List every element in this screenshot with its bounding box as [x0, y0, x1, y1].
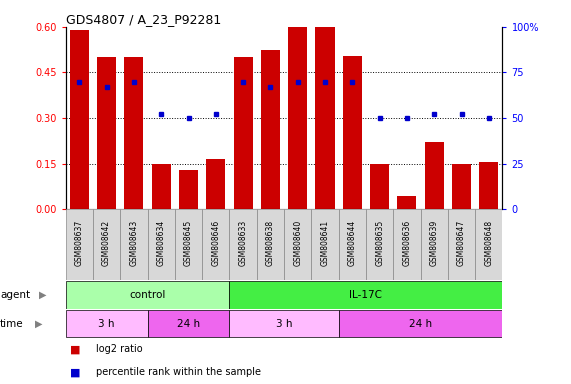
Text: GSM808644: GSM808644	[348, 220, 357, 266]
Bar	[397, 195, 416, 209]
Text: GSM808645: GSM808645	[184, 220, 193, 266]
Text: GSM808634: GSM808634	[156, 220, 166, 266]
Bar	[93, 209, 120, 280]
Text: GSM808648: GSM808648	[484, 220, 493, 266]
Bar	[288, 27, 307, 209]
Bar	[257, 209, 284, 280]
Text: ▶: ▶	[39, 290, 46, 300]
Bar	[421, 209, 448, 280]
Bar	[366, 209, 393, 280]
Text: GSM808636: GSM808636	[403, 220, 412, 266]
Bar	[124, 57, 143, 209]
Bar	[202, 209, 230, 280]
Bar	[343, 56, 362, 209]
Text: ▶: ▶	[35, 318, 43, 329]
Bar	[234, 57, 253, 209]
Text: percentile rank within the sample: percentile rank within the sample	[96, 367, 262, 377]
Bar	[152, 164, 171, 209]
Bar	[452, 164, 471, 209]
Bar	[339, 209, 366, 280]
Text: 3 h: 3 h	[98, 318, 115, 329]
Bar	[425, 142, 444, 209]
Text: log2 ratio: log2 ratio	[96, 344, 143, 354]
Text: GSM808637: GSM808637	[75, 220, 84, 266]
Bar	[393, 209, 421, 280]
Text: GSM808647: GSM808647	[457, 220, 466, 266]
Bar	[230, 209, 257, 280]
Bar	[66, 310, 147, 337]
Text: control: control	[130, 290, 166, 300]
Bar	[370, 164, 389, 209]
Bar	[311, 209, 339, 280]
Bar	[475, 209, 502, 280]
Bar	[66, 209, 93, 280]
Bar	[147, 310, 230, 337]
Text: GSM808638: GSM808638	[266, 220, 275, 266]
Bar	[230, 281, 502, 309]
Bar	[175, 209, 202, 280]
Bar	[179, 170, 198, 209]
Bar	[230, 310, 339, 337]
Bar	[97, 57, 116, 209]
Text: agent: agent	[0, 290, 30, 300]
Text: 24 h: 24 h	[409, 318, 432, 329]
Text: 3 h: 3 h	[276, 318, 292, 329]
Text: ■: ■	[70, 367, 81, 377]
Text: GSM808643: GSM808643	[130, 220, 138, 266]
Text: GSM808635: GSM808635	[375, 220, 384, 266]
Text: GSM808640: GSM808640	[293, 220, 302, 266]
Text: GSM808646: GSM808646	[211, 220, 220, 266]
Text: GSM808641: GSM808641	[320, 220, 329, 266]
Bar	[284, 209, 311, 280]
Bar	[261, 50, 280, 209]
Text: GDS4807 / A_23_P92281: GDS4807 / A_23_P92281	[66, 13, 221, 26]
Bar	[339, 310, 502, 337]
Text: GSM808633: GSM808633	[239, 220, 248, 266]
Text: IL-17C: IL-17C	[349, 290, 383, 300]
Bar	[70, 30, 89, 209]
Bar	[479, 162, 498, 209]
Bar	[206, 159, 226, 209]
Bar	[66, 281, 230, 309]
Text: ■: ■	[70, 344, 81, 354]
Text: GSM808639: GSM808639	[430, 220, 439, 266]
Text: time: time	[0, 318, 23, 329]
Bar	[147, 209, 175, 280]
Bar	[120, 209, 147, 280]
Text: GSM808642: GSM808642	[102, 220, 111, 266]
Bar	[315, 25, 335, 209]
Bar	[448, 209, 475, 280]
Text: 24 h: 24 h	[177, 318, 200, 329]
